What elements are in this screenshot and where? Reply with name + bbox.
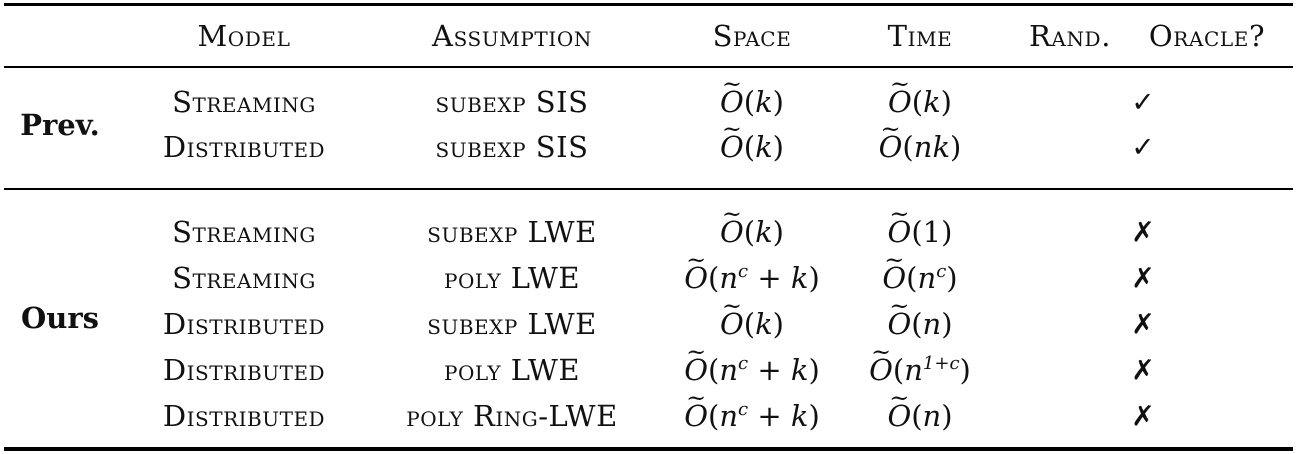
header-space: Space bbox=[712, 19, 792, 53]
header-time: Time bbox=[887, 19, 953, 53]
cell-model: Distributed bbox=[162, 130, 326, 164]
cell-space: O(k) bbox=[720, 85, 784, 119]
cell-assumption: subexp LWE bbox=[427, 215, 597, 249]
tilde-o-symbol: O bbox=[684, 353, 708, 387]
cross-icon: ✗ bbox=[1131, 399, 1155, 433]
tilde-o-symbol: O bbox=[887, 307, 911, 341]
cell-time: O(1) bbox=[888, 215, 953, 249]
cross-icon: ✗ bbox=[1131, 353, 1155, 387]
cell-time: O(k) bbox=[888, 85, 952, 119]
cell-model: Distributed bbox=[162, 399, 326, 433]
cell-time: O(nc) bbox=[882, 261, 957, 295]
cell-space: O(k) bbox=[720, 215, 784, 249]
cell-model: Streaming bbox=[172, 215, 316, 249]
cell-assumption: poly LWE bbox=[444, 353, 580, 387]
cross-icon: ✗ bbox=[1131, 307, 1155, 341]
cell-assumption: poly Ring-LWE bbox=[406, 399, 618, 433]
group-label-prev: Prev. bbox=[20, 108, 100, 142]
check-icon: ✓ bbox=[1131, 130, 1155, 164]
cell-assumption: subexp SIS bbox=[435, 85, 589, 119]
tilde-o-symbol: O bbox=[869, 353, 893, 387]
cell-time: O(n1+c) bbox=[869, 353, 971, 387]
cell-time: O(nk) bbox=[879, 130, 962, 164]
cell-time: O(n) bbox=[887, 307, 952, 341]
tilde-o-symbol: O bbox=[879, 130, 903, 164]
cell-space: O(k) bbox=[720, 130, 784, 164]
cell-time: O(n) bbox=[887, 399, 952, 433]
cell-model: Streaming bbox=[172, 261, 316, 295]
cell-model: Distributed bbox=[162, 307, 326, 341]
tilde-o-symbol: O bbox=[684, 399, 708, 433]
cell-model: Distributed bbox=[162, 353, 326, 387]
cell-assumption: poly LWE bbox=[444, 261, 580, 295]
top-rule bbox=[4, 3, 1293, 6]
group-label-ours: Ours bbox=[21, 301, 99, 335]
tilde-o-symbol: O bbox=[888, 85, 912, 119]
tilde-o-symbol: O bbox=[888, 215, 912, 249]
cell-space: O(nc + k) bbox=[684, 261, 820, 295]
tilde-o-symbol: O bbox=[720, 85, 744, 119]
bottom-rule bbox=[4, 447, 1293, 451]
cross-icon: ✗ bbox=[1131, 261, 1155, 295]
header-rule bbox=[4, 66, 1293, 68]
tilde-o-symbol: O bbox=[882, 261, 906, 295]
tilde-o-symbol: O bbox=[720, 307, 744, 341]
tilde-o-symbol: O bbox=[720, 130, 744, 164]
tilde-o-symbol: O bbox=[887, 399, 911, 433]
cell-model: Streaming bbox=[172, 85, 316, 119]
cell-space: O(nc + k) bbox=[684, 399, 820, 433]
header-rand: Rand. bbox=[1028, 19, 1112, 53]
check-icon: ✓ bbox=[1131, 85, 1155, 119]
tilde-o-symbol: O bbox=[684, 261, 708, 295]
header-model: Model bbox=[197, 19, 291, 53]
group-divider-rule bbox=[4, 188, 1293, 190]
cell-space: O(k) bbox=[720, 307, 784, 341]
cell-assumption: subexp SIS bbox=[435, 130, 589, 164]
cell-space: O(nc + k) bbox=[684, 353, 820, 387]
header-oracle: Oracle? bbox=[1148, 19, 1266, 53]
cross-icon: ✗ bbox=[1131, 215, 1155, 249]
header-assumption: Assumption bbox=[432, 19, 592, 53]
tilde-o-symbol: O bbox=[720, 215, 744, 249]
cell-assumption: subexp LWE bbox=[427, 307, 597, 341]
